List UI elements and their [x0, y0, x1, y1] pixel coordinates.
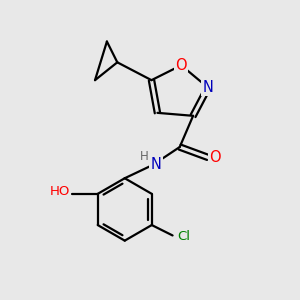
- Text: N: N: [151, 158, 161, 172]
- Text: H: H: [140, 150, 149, 163]
- Text: Cl: Cl: [177, 230, 190, 243]
- Text: HO: HO: [50, 185, 70, 198]
- Text: O: O: [209, 150, 220, 165]
- Text: N: N: [202, 80, 213, 95]
- Text: O: O: [176, 58, 187, 73]
